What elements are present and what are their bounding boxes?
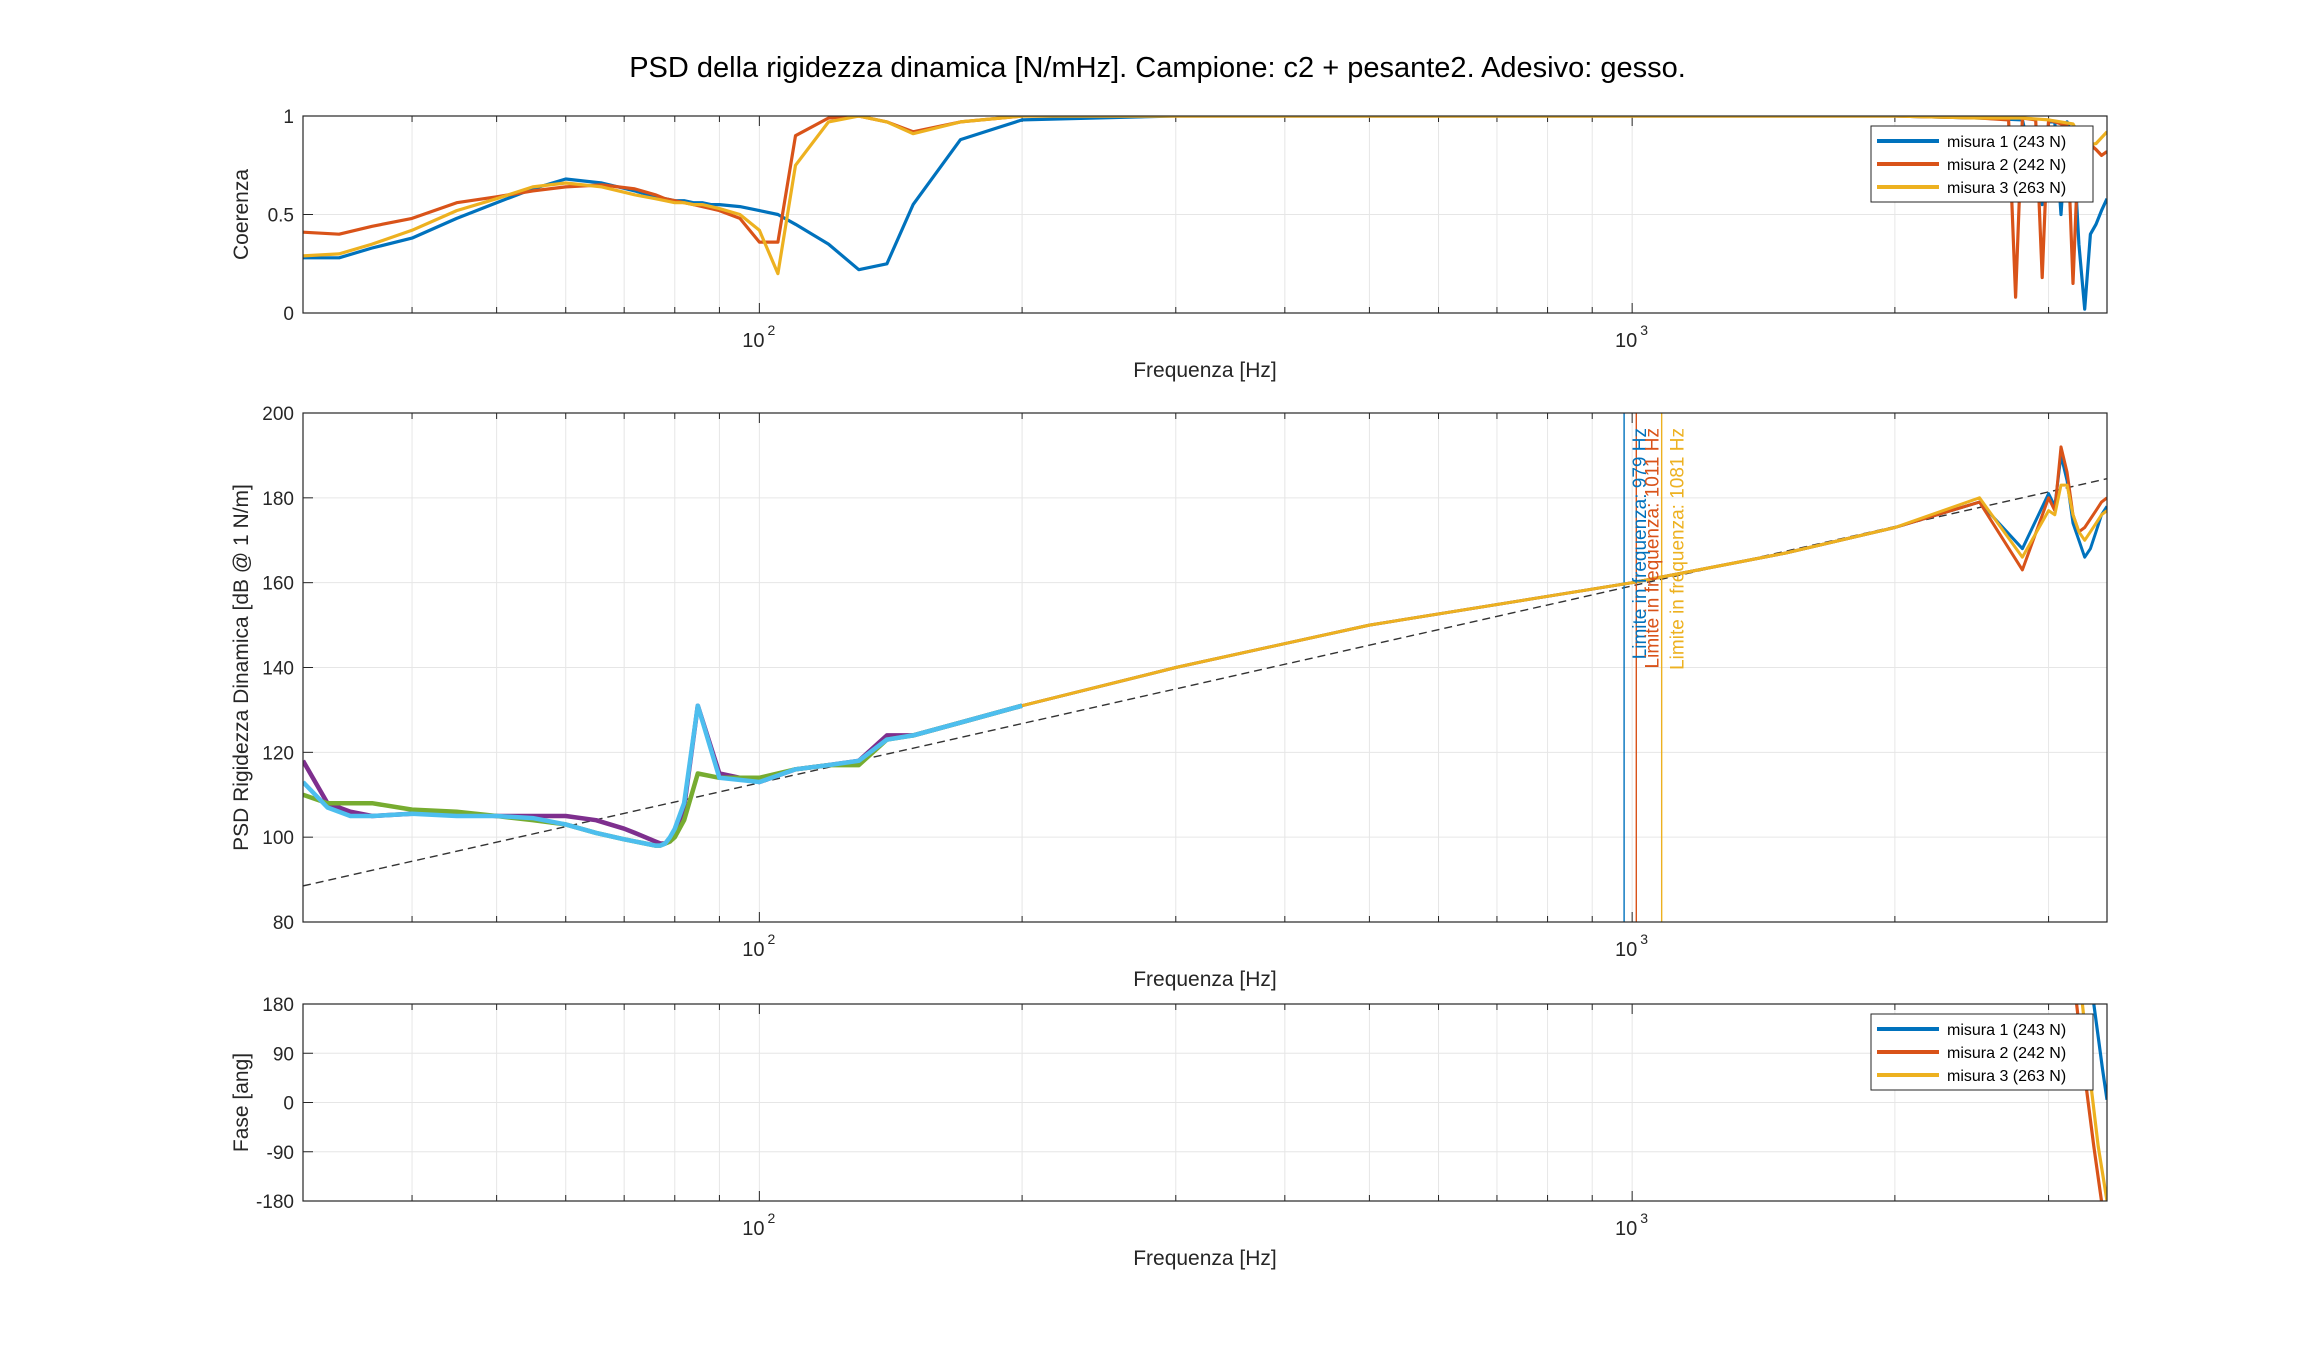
x-axis-label: Frequenza [Hz]: [1133, 359, 1277, 382]
legend: misura 1 (243 N) misura 2 (242 N) misura 3…: [1870, 125, 2094, 203]
legend-entry: misura 1 (243 N): [1947, 1022, 2066, 1039]
x-tick-label: 10: [742, 1218, 764, 1240]
y-tick-label: -180: [256, 1192, 294, 1213]
reference-line: [303, 478, 2107, 887]
legend-entry: misura 2 (242 N): [1947, 157, 2066, 174]
frequency-limit-label: Limite in frequenza: 1011 Hz: [1642, 428, 1663, 668]
y-axis-label: Fase [ang]: [230, 1053, 253, 1152]
y-tick-label: 0.5: [268, 206, 294, 227]
data-layer: [303, 413, 2107, 922]
y-tick-label: 1: [283, 107, 294, 128]
y-tick-label: 90: [273, 1044, 294, 1065]
y-axis-label: Coerenza: [230, 169, 253, 260]
y-tick-label: 0: [283, 304, 294, 325]
x-tick-exponent: 2: [767, 1210, 775, 1226]
y-tick-label: 140: [262, 659, 294, 680]
x-axis-label: Frequenza [Hz]: [1133, 1247, 1277, 1270]
x-tick-exponent: 2: [767, 931, 775, 947]
series-line-3: [303, 116, 2107, 276]
series-line-1: [2092, 1004, 2107, 1101]
legend-entry: misura 3 (263 N): [1947, 180, 2066, 197]
x-tick-label: 10: [742, 939, 764, 961]
x-tick-exponent: 3: [1640, 1210, 1648, 1226]
low-freq-series-line: [303, 703, 1023, 848]
legend-entry: misura 1 (243 N): [1947, 134, 2066, 151]
series-line-3: [1021, 483, 2107, 708]
y-tick-label: 80: [273, 913, 294, 934]
y-axis-label: PSD Rigidezza Dinamica [dB @ 1 N/m]: [230, 484, 253, 851]
y-tick-label: 160: [262, 574, 294, 595]
y-tick-label: -90: [267, 1143, 294, 1164]
x-tick-label: 10: [1615, 1218, 1637, 1240]
x-tick-label: 10: [742, 330, 764, 352]
legend-entry: misura 2 (242 N): [1947, 1045, 2066, 1062]
x-tick-exponent: 3: [1640, 322, 1648, 338]
frequency-limit-label: Limite in frequenza: 1081 Hz: [1668, 428, 1689, 670]
axes-frame: [302, 412, 2108, 923]
legend-entry: misura 3 (263 N): [1947, 1068, 2066, 1085]
x-tick-exponent: 2: [767, 322, 775, 338]
x-tick-label: 10: [1615, 330, 1637, 352]
y-tick-label: 180: [262, 995, 294, 1016]
y-tick-label: 120: [262, 743, 294, 764]
x-tick-exponent: 3: [1640, 931, 1648, 947]
axes-frame: [302, 115, 2108, 314]
legend: misura 1 (243 N) misura 2 (242 N) misura 3…: [1870, 1013, 2094, 1091]
y-tick-label: 100: [262, 828, 294, 849]
x-axis-label: Frequenza [Hz]: [1133, 968, 1277, 991]
y-tick-label: 180: [262, 489, 294, 510]
frequency-limit-label: Limite in frequenza: 979 Hz: [1630, 428, 1651, 659]
axes-frame: [302, 1003, 2108, 1202]
y-tick-label: 0: [283, 1094, 294, 1115]
x-tick-label: 10: [1615, 939, 1637, 961]
figure-title: PSD della rigidezza dinamica [N/mHz]. Ca…: [629, 52, 1686, 84]
y-tick-label: 200: [262, 404, 294, 425]
